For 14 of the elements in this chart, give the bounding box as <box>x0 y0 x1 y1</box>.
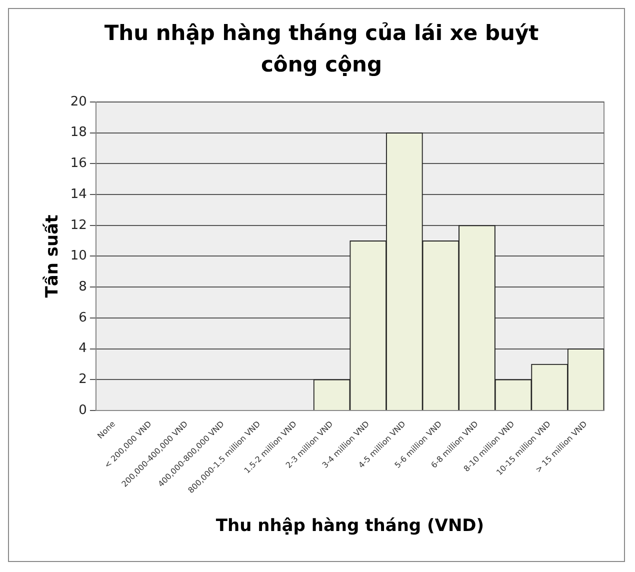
y-tick-label: 14 <box>70 186 87 202</box>
y-tick-label: 0 <box>78 402 87 418</box>
x-axis-title: Thu nhập hàng tháng (VND) <box>216 516 484 536</box>
y-tick-label: 6 <box>78 310 87 326</box>
chart-title: Thu nhập hàng tháng của lái xe buýt công cộng <box>104 21 539 77</box>
y-axis-title: Tần suất <box>42 214 63 298</box>
y-tick-label: 18 <box>70 125 87 140</box>
y-tick-label: 16 <box>70 156 87 172</box>
y-tick-label: 12 <box>70 218 87 233</box>
y-tick-label: 4 <box>78 341 87 356</box>
y-tick-label: 20 <box>70 94 87 110</box>
y-tick-label: 8 <box>78 279 87 294</box>
y-tick-label: 2 <box>78 372 87 388</box>
y-tick-label: 10 <box>70 248 87 264</box>
